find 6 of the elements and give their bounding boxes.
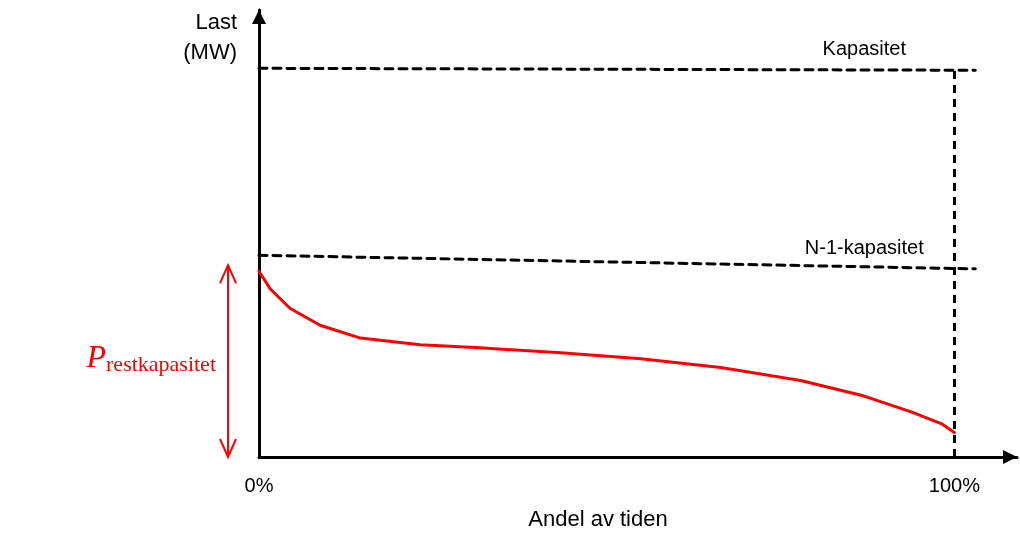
x-axis-title: Andel av tiden — [528, 505, 668, 531]
y-axis-title: Last (MW) — [183, 8, 237, 64]
x-tick-label: 0% — [244, 474, 274, 496]
x-tick-label: 100% — [928, 474, 981, 496]
series-label: N-1-kapasitet — [804, 235, 925, 258]
series-label: Kapasitet — [822, 37, 907, 60]
